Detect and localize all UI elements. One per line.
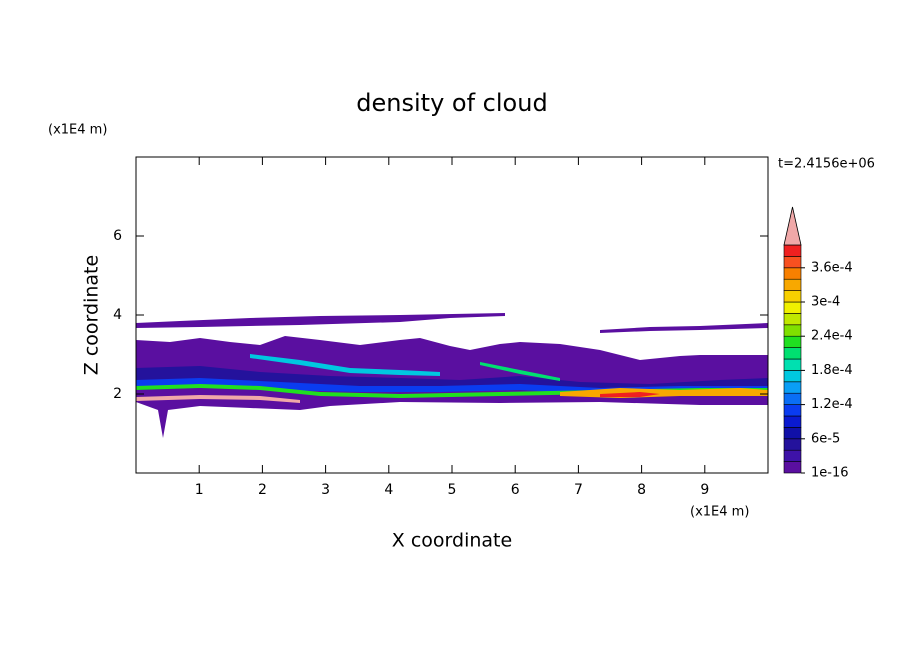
contour-region	[600, 323, 768, 333]
colorbar-label: 1e-16	[811, 466, 849, 481]
x-tick-label: 3	[321, 482, 330, 498]
colorbar-label: 1.2e-4	[811, 397, 853, 412]
y-tick-label: 2	[113, 386, 122, 402]
contour-region	[136, 313, 505, 328]
y-tick-label: 6	[113, 228, 122, 244]
contour-region	[600, 392, 660, 397]
colorbar-box	[783, 347, 802, 360]
colorbar-box	[783, 324, 802, 337]
chart-title: density of cloud	[356, 89, 547, 117]
colorbar-box	[783, 415, 802, 428]
contour-region	[250, 354, 440, 376]
x-tick-label: 4	[384, 482, 393, 498]
x-unit: (x1E4 m)	[690, 505, 749, 520]
x-tick-label: 5	[448, 482, 457, 498]
colorbar-box	[783, 370, 802, 383]
x-label: X coordinate	[392, 530, 512, 552]
colorbar-label: 2.4e-4	[811, 329, 853, 344]
colorbar-box	[783, 301, 802, 314]
x-tick-label: 6	[511, 482, 520, 498]
colorbar-box	[783, 335, 802, 348]
colorbar-box	[783, 438, 802, 451]
colorbar-over	[783, 206, 802, 246]
colorbar-box	[783, 381, 802, 394]
colorbar-box	[783, 267, 802, 280]
y-unit: (x1E4 m)	[48, 123, 107, 138]
colorbar-box	[783, 404, 802, 417]
colorbar-box	[783, 427, 802, 440]
colorbar-box	[783, 358, 802, 371]
y-label: Z coordinate	[81, 255, 103, 375]
colorbar-box	[783, 290, 802, 303]
y-tick-label: 4	[113, 307, 122, 323]
colorbar-box	[783, 278, 802, 291]
colorbar-label: 1.8e-4	[811, 363, 853, 378]
colorbar-box	[783, 392, 802, 405]
time-label: t=2.4156e+06	[778, 157, 875, 172]
x-tick-label: 1	[195, 482, 204, 498]
colorbar-label: 6e-5	[811, 431, 840, 446]
colorbar-box	[783, 461, 802, 474]
colorbar-box	[783, 244, 802, 257]
colorbar-label: 3.6e-4	[811, 260, 853, 275]
colorbar-box	[783, 313, 802, 326]
contour-region	[480, 362, 560, 381]
x-tick-label: 7	[574, 482, 583, 498]
contour-region	[136, 395, 300, 403]
x-tick-label: 8	[637, 482, 646, 498]
colorbar-box	[783, 449, 802, 462]
colorbar-box	[783, 256, 802, 269]
x-tick-label: 9	[700, 482, 709, 498]
colorbar-label: 3e-4	[811, 295, 840, 310]
x-tick-label: 2	[258, 482, 267, 498]
